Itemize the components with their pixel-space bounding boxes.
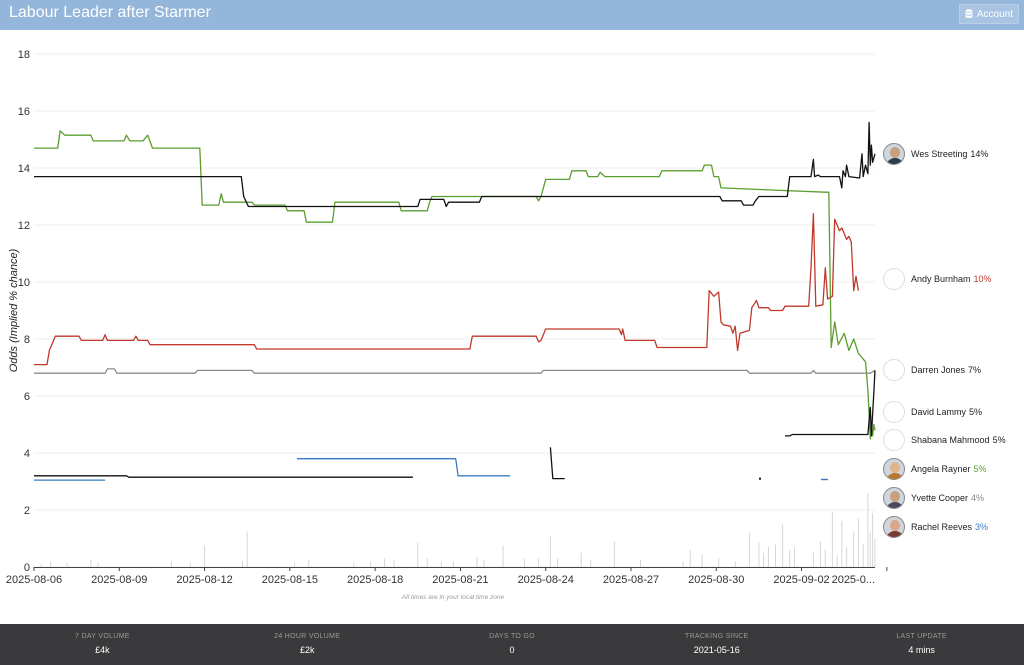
y-tick-label: 4 (24, 448, 30, 460)
legend-name: Rachel Reeves (911, 522, 973, 532)
stat-label: DAYS TO GO (489, 633, 535, 640)
y-tick-label: 16 (18, 106, 30, 118)
avatar (883, 487, 905, 509)
x-tick-label: 2025-08-21 (432, 574, 488, 586)
series-line-wes-streeting (34, 121, 876, 208)
stat-label: LAST UPDATE (896, 633, 947, 640)
x-tick-label: 2025-08-15 (262, 574, 318, 586)
series-line-rachel-reeves (297, 458, 511, 477)
legend-item[interactable]: Angela Rayner 5% (883, 457, 987, 481)
y-tick-label: 2 (24, 505, 30, 517)
legend-percentage: 3% (975, 522, 989, 532)
account-button[interactable]: Account (958, 4, 1019, 24)
legend-item[interactable]: David Lammy 5% (883, 400, 982, 424)
legend-name: Angela Rayner (911, 464, 971, 474)
account-label: Account (976, 8, 1013, 20)
legend-item[interactable]: Rachel Reeves 3% (883, 515, 988, 539)
stat-block: DAYS TO GO 0 (410, 624, 615, 665)
avatar (883, 458, 905, 480)
series-mark (759, 477, 761, 480)
legend-percentage: 7% (968, 365, 982, 375)
legend-name: Andy Burnham (911, 274, 971, 284)
series-line-darren-jones (34, 368, 876, 374)
legend-name: Darren Jones (911, 365, 966, 375)
x-tick-label: 2025-08-24 (518, 574, 574, 586)
stat-block: 7 DAY VOLUME £4k (0, 624, 205, 665)
odds-chart: 0 2 4 6 8 10 12 14 16 18 2025-08-06 2025-08-09 2025-… (6, 49, 888, 601)
timezone-note: All times are in your local time zone (401, 594, 505, 601)
y-tick-label: 8 (24, 334, 30, 346)
x-tick-label: 2025-08-30 (688, 574, 744, 586)
legend-percentage: 5% (973, 464, 987, 474)
legend-percentage: 10% (973, 274, 992, 284)
avatar-placeholder (883, 359, 905, 381)
header-bar: Labour Leader after Starmer Account (0, 0, 1024, 30)
stat-value: £2k (299, 645, 315, 655)
legend-name: David Lammy (911, 407, 967, 417)
x-tick-label: 2025-0... (832, 574, 875, 586)
avatar-body (886, 473, 904, 479)
series-line-yvette-cooper (549, 447, 565, 480)
y-tick-label: 18 (18, 49, 30, 61)
avatar-head (890, 462, 900, 473)
y-tick-label: 6 (24, 391, 30, 403)
x-tick-label: 2025-08-18 (347, 574, 403, 586)
legend-percentage: 4% (971, 493, 985, 503)
legend-percentage: 5% (969, 407, 983, 417)
stats-footer: 7 DAY VOLUME £4k 24 HOUR VOLUME £2k DAYS TO … (0, 624, 1024, 665)
stat-label: 7 DAY VOLUME (75, 633, 130, 640)
stat-value: 2021-05-16 (693, 645, 740, 655)
series-line-yvette-cooper (34, 475, 413, 478)
stat-label: TRACKING SINCE (684, 633, 749, 640)
y-tick-label: 14 (18, 163, 30, 175)
x-tick-label: 2025-08-12 (176, 574, 232, 586)
stat-block: 24 HOUR VOLUME £2k (205, 624, 410, 665)
y-axis-label: Odds (Implied % chance) (8, 248, 20, 372)
y-tick-label: 10 (18, 277, 30, 289)
stat-value: 4 mins (908, 645, 935, 655)
x-tick-label: 2025-09-02 (773, 574, 829, 586)
legend-percentage: 14% (970, 149, 989, 159)
series-mark (821, 478, 828, 481)
legend-name: Wes Streeting (911, 149, 968, 159)
legend-item[interactable]: Wes Streeting 14% (883, 142, 988, 166)
series-line-david-lammy (785, 370, 876, 437)
avatar-head (890, 520, 900, 531)
x-tick-label: 2025-08-09 (91, 574, 147, 586)
database-icon (965, 9, 973, 19)
avatar (883, 516, 905, 538)
avatar-body (886, 158, 904, 164)
avatar (883, 143, 905, 165)
legend-item[interactable]: Darren Jones 7% (883, 358, 981, 382)
legend-item[interactable]: Shabana Mahmood 5% (883, 428, 1006, 452)
avatar-body (886, 531, 904, 537)
stat-value: 0 (509, 645, 515, 655)
x-tick-label: 2025-08-06 (6, 574, 62, 586)
y-tick-label: 0 (24, 562, 30, 574)
stat-value: £4k (95, 645, 110, 655)
stat-label: 24 HOUR VOLUME (274, 633, 341, 640)
avatar-body (886, 502, 904, 508)
avatar-head (890, 491, 900, 502)
avatar-placeholder (883, 268, 905, 290)
legend-name: Yvette Cooper (911, 493, 969, 503)
page-title: Labour Leader after Starmer (9, 4, 211, 21)
y-tick-label: 12 (18, 220, 30, 232)
legend-item[interactable]: Yvette Cooper 4% (883, 486, 984, 510)
avatar-head (890, 147, 900, 158)
legend-percentage: 5% (992, 435, 1006, 445)
legend-name: Shabana Mahmood (911, 435, 990, 445)
avatar-placeholder (883, 429, 905, 451)
stat-block: TRACKING SINCE 2021-05-16 (614, 624, 819, 665)
series-line-andy-burnham (34, 212, 860, 366)
legend-item[interactable]: Andy Burnham 10% (883, 267, 992, 291)
avatar-placeholder (883, 401, 905, 423)
x-tick-label: 2025-08-27 (603, 574, 659, 586)
stat-block: LAST UPDATE 4 mins (819, 624, 1024, 665)
